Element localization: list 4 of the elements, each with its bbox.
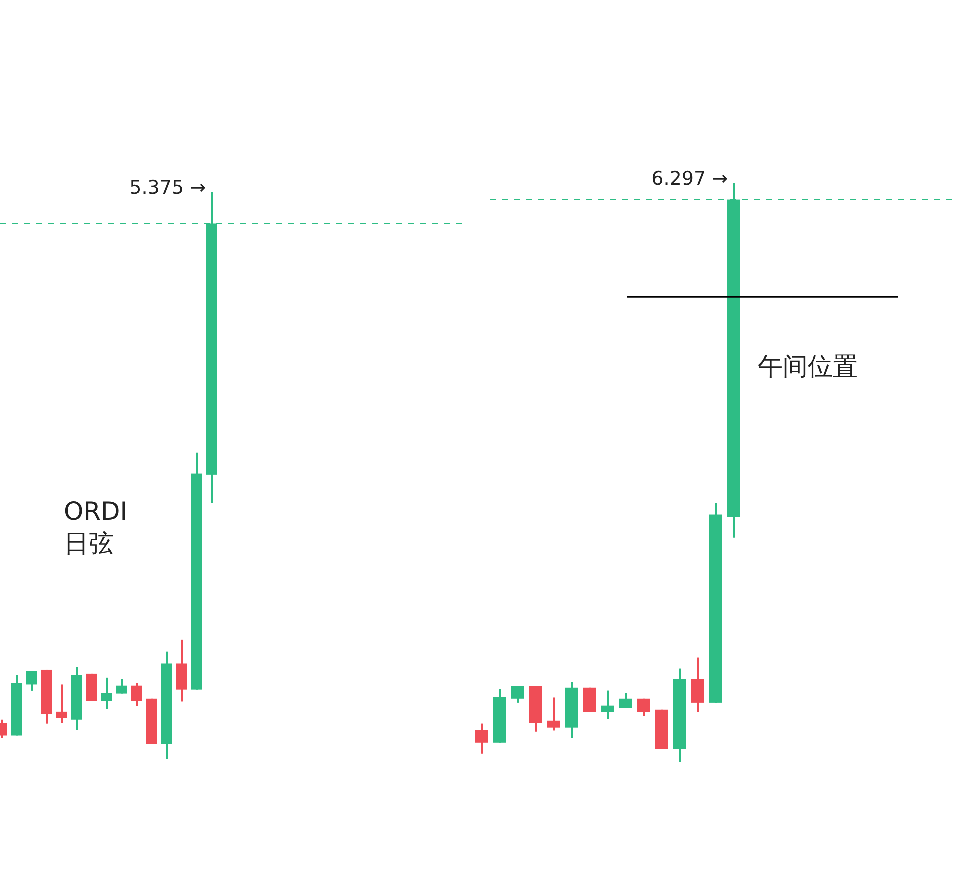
annotation: 6.297 → bbox=[652, 168, 728, 190]
annotation: ORDI 日弦 bbox=[64, 497, 128, 558]
annotation: 5.375 → bbox=[130, 177, 206, 199]
text: 午间位置 bbox=[758, 352, 858, 381]
